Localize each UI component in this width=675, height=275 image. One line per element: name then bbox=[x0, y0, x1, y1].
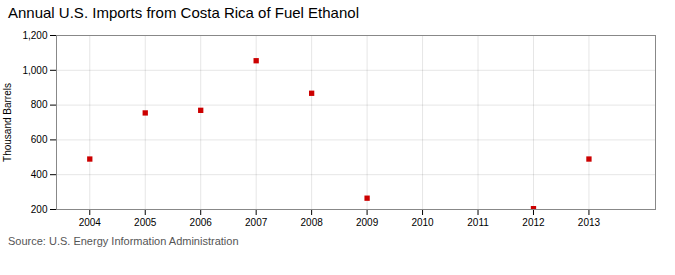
svg-text:1,000: 1,000 bbox=[22, 65, 47, 76]
svg-text:200: 200 bbox=[31, 204, 48, 215]
svg-text:2012: 2012 bbox=[522, 217, 545, 228]
svg-text:2011: 2011 bbox=[467, 217, 489, 228]
svg-text:2008: 2008 bbox=[301, 217, 324, 228]
svg-text:Thousand Barrels: Thousand Barrels bbox=[2, 83, 13, 162]
svg-text:600: 600 bbox=[31, 134, 48, 145]
svg-text:2013: 2013 bbox=[578, 217, 601, 228]
svg-text:400: 400 bbox=[31, 169, 48, 180]
svg-text:2004: 2004 bbox=[79, 217, 102, 228]
svg-text:2007: 2007 bbox=[245, 217, 268, 228]
svg-text:2006: 2006 bbox=[190, 217, 213, 228]
html-text:Source: U.S. Energy Informatio: Source: U.S. Energy Information Administ… bbox=[8, 235, 239, 247]
svg-text:800: 800 bbox=[31, 99, 48, 110]
svg-text:2009: 2009 bbox=[356, 217, 379, 228]
svg-text:1,200: 1,200 bbox=[22, 30, 47, 41]
svg-text:2005: 2005 bbox=[134, 217, 157, 228]
html-text:Annual U.S. Imports from Costa: Annual U.S. Imports from Costa Rica of F… bbox=[8, 4, 359, 21]
svg-text:2010: 2010 bbox=[411, 217, 434, 228]
